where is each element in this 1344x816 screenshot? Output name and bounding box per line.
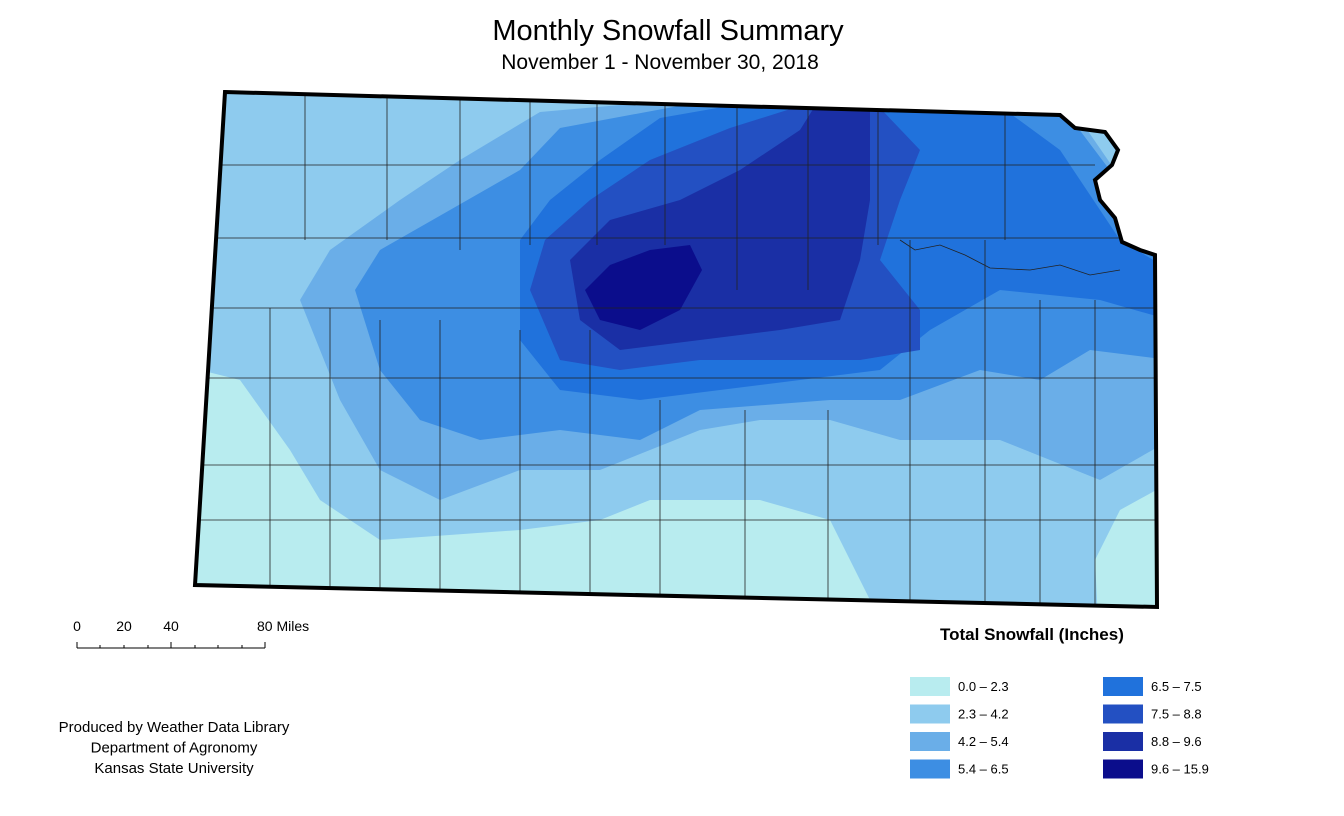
legend: 0.0 – 2.3 2.3 – 4.2 4.2 – 5.4 5.4 – 6.5 6.5 …	[910, 677, 1209, 779]
snow-zone	[585, 245, 702, 330]
legend-swatch	[910, 704, 950, 724]
legend-label: 6.5 – 7.5	[1151, 679, 1202, 694]
legend-swatch	[1103, 677, 1143, 696]
snow-zone	[195, 365, 880, 607]
scale-label: 40	[163, 618, 179, 634]
legend-swatch	[1103, 704, 1143, 724]
credit-line: Department of Agronomy	[91, 740, 258, 757]
subtitle: November 1 - November 30, 2018	[501, 51, 819, 74]
legend-swatch	[910, 677, 950, 696]
legend-swatch	[1103, 759, 1143, 779]
legend-label: 4.2 – 5.4	[958, 734, 1009, 749]
legend-label: 5.4 – 6.5	[958, 762, 1009, 777]
legend-label: 9.6 – 15.9	[1151, 762, 1209, 777]
legend-swatch	[1103, 732, 1143, 751]
legend-label: 8.8 – 9.6	[1151, 734, 1202, 749]
legend-label: 7.5 – 8.8	[1151, 707, 1202, 722]
county-lines	[198, 95, 1155, 607]
legend-swatch	[910, 759, 950, 779]
scale-bar: 0 20 40 80 Miles	[73, 618, 309, 649]
snowfall-map	[195, 92, 1157, 607]
scale-label: 20	[116, 618, 132, 634]
legend-label: 2.3 – 4.2	[958, 707, 1009, 722]
legend-swatch	[910, 732, 950, 751]
legend-title: Total Snowfall (Inches)	[940, 625, 1124, 644]
legend-label: 0.0 – 2.3	[958, 679, 1009, 694]
credit-line: Produced by Weather Data Library	[59, 719, 290, 736]
scale-ticks	[76, 642, 266, 649]
title: Monthly Snowfall Summary	[492, 15, 844, 47]
credits: Produced by Weather Data Library Departme…	[59, 719, 290, 777]
credit-line: Kansas State University	[94, 760, 254, 777]
scale-label: 0	[73, 618, 81, 634]
snow-zone	[1095, 488, 1157, 607]
scale-label: 80 Miles	[257, 618, 309, 634]
